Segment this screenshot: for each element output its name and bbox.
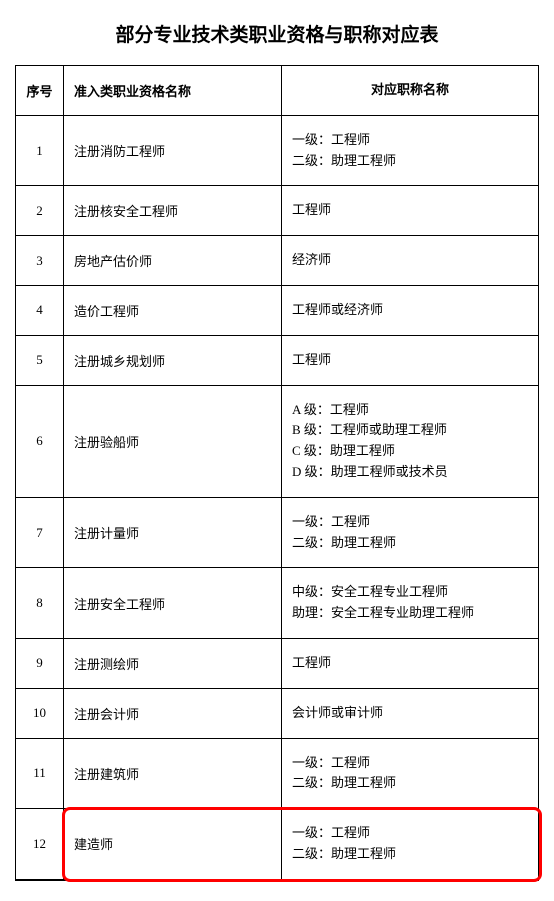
cell-qualification: 注册城乡规划师 (64, 335, 282, 385)
cell-jobtitle: 工程师 (282, 186, 539, 236)
cell-jobtitle: 中级：安全工程专业工程师 助理：安全工程专业助理工程师 (282, 568, 539, 639)
cell-num: 8 (16, 568, 64, 639)
cell-qualification: 注册会计师 (64, 688, 282, 738)
cell-num: 7 (16, 497, 64, 568)
cell-num: 10 (16, 688, 64, 738)
cell-jobtitle: 工程师 (282, 638, 539, 688)
cell-num: 4 (16, 285, 64, 335)
cell-qualification: 建造师 (64, 809, 282, 880)
cell-jobtitle: 工程师 (282, 335, 539, 385)
cell-jobtitle: 一级：工程师 二级：助理工程师 (282, 738, 539, 809)
cell-qualification: 注册安全工程师 (64, 568, 282, 639)
cell-jobtitle: 一级：工程师 二级：助理工程师 (282, 809, 539, 880)
table-row: 3房地产估价师经济师 (16, 236, 539, 286)
cell-num: 6 (16, 385, 64, 497)
cell-num: 9 (16, 638, 64, 688)
header-jobtitle: 对应职称名称 (282, 66, 539, 116)
cell-num: 12 (16, 809, 64, 880)
table-row: 10注册会计师会计师或审计师 (16, 688, 539, 738)
cell-qualification: 注册验船师 (64, 385, 282, 497)
cell-jobtitle: 一级：工程师 二级：助理工程师 (282, 115, 539, 186)
table-row: 8注册安全工程师中级：安全工程专业工程师 助理：安全工程专业助理工程师 (16, 568, 539, 639)
table-row: 6注册验船师A 级：工程师 B 级：工程师或助理工程师 C 级：助理工程师 D … (16, 385, 539, 497)
table-row: 4造价工程师工程师或经济师 (16, 285, 539, 335)
table-row: 1注册消防工程师一级：工程师 二级：助理工程师 (16, 115, 539, 186)
table-row: 9注册测绘师工程师 (16, 638, 539, 688)
cell-num: 3 (16, 236, 64, 286)
cell-qualification: 房地产估价师 (64, 236, 282, 286)
cell-qualification: 注册计量师 (64, 497, 282, 568)
cell-num: 5 (16, 335, 64, 385)
cell-jobtitle: 会计师或审计师 (282, 688, 539, 738)
cell-num: 11 (16, 738, 64, 809)
table-row: 2注册核安全工程师工程师 (16, 186, 539, 236)
cell-qualification: 注册建筑师 (64, 738, 282, 809)
cell-qualification: 注册测绘师 (64, 638, 282, 688)
cell-jobtitle: 经济师 (282, 236, 539, 286)
cell-qualification: 注册消防工程师 (64, 115, 282, 186)
header-qualification: 准入类职业资格名称 (64, 66, 282, 116)
cell-jobtitle: 工程师或经济师 (282, 285, 539, 335)
cell-num: 2 (16, 186, 64, 236)
table-row: 11注册建筑师一级：工程师 二级：助理工程师 (16, 738, 539, 809)
cell-jobtitle: 一级：工程师 二级：助理工程师 (282, 497, 539, 568)
cell-num: 1 (16, 115, 64, 186)
cell-qualification: 注册核安全工程师 (64, 186, 282, 236)
cell-qualification: 造价工程师 (64, 285, 282, 335)
qualification-table: 序号 准入类职业资格名称 对应职称名称 1注册消防工程师一级：工程师 二级：助理… (15, 65, 539, 881)
header-num: 序号 (16, 66, 64, 116)
cell-jobtitle: A 级：工程师 B 级：工程师或助理工程师 C 级：助理工程师 D 级：助理工程… (282, 385, 539, 497)
table-row: 5注册城乡规划师工程师 (16, 335, 539, 385)
table-row: 7注册计量师一级：工程师 二级：助理工程师 (16, 497, 539, 568)
table-row: 12建造师一级：工程师 二级：助理工程师 (16, 809, 539, 880)
table-header-row: 序号 准入类职业资格名称 对应职称名称 (16, 66, 539, 116)
page-title: 部分专业技术类职业资格与职称对应表 (15, 20, 539, 47)
